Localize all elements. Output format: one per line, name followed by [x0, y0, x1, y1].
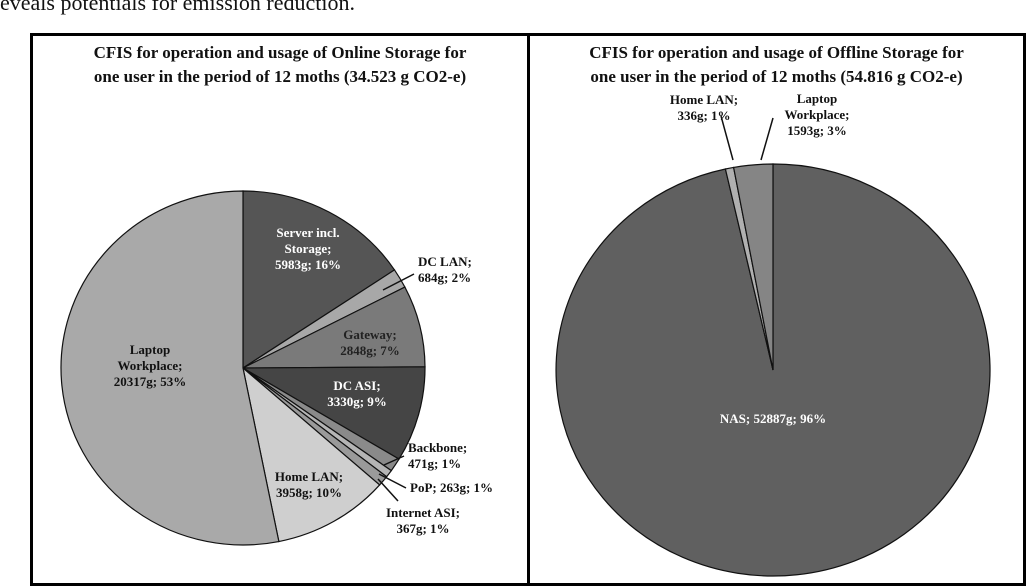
leader-line-home-lan: [720, 115, 734, 161]
leader-line-backbone: [383, 455, 405, 466]
chart-title: CFIS for operation and usage of Offline …: [530, 41, 1023, 89]
chart-title-line1: CFIS for operation and usage of Online S…: [93, 43, 467, 62]
chart-title-line1: CFIS for operation and usage of Offline …: [589, 43, 964, 62]
data-label-dc-asi: DC ASI; 3330g; 9%: [327, 378, 387, 409]
data-label-line: 1593g; 3%: [787, 123, 847, 138]
data-label-line: 684g; 2%: [418, 270, 471, 285]
data-label-laptop-workplace: Laptop Workplace; 20317g; 53%: [114, 342, 187, 389]
data-label-internet-asi: Internet ASI; 367g; 1%: [386, 505, 460, 536]
data-label-line: PoP; 263g; 1%: [410, 480, 493, 495]
data-label-home-lan: Home LAN; 336g; 1%: [670, 92, 738, 123]
leader-line-internet-asi: [377, 478, 399, 502]
data-label-line: Home LAN;: [275, 469, 343, 484]
leader-line-dc-lan: [382, 273, 415, 291]
caption-text: eveals potentials for emission reduction…: [0, 0, 355, 15]
data-label-laptop-workplace: Laptop Workplace; 1593g; 3%: [785, 91, 850, 138]
chart-title-line2: one user in the period of 12 moths (54.8…: [590, 67, 963, 86]
pie-slice-laptop-workplace: [732, 163, 774, 371]
data-label-pop: PoP; 263g; 1%: [410, 480, 493, 495]
data-label-dc-lan: DC LAN; 684g; 2%: [418, 254, 472, 285]
data-label-line: DC LAN;: [418, 254, 472, 269]
data-label-home-lan: Home LAN; 3958g; 10%: [275, 469, 343, 500]
data-label-line: Server incl.: [276, 225, 339, 240]
data-label-line: 3958g; 10%: [276, 485, 342, 500]
data-label-line: 2848g; 7%: [340, 343, 400, 358]
pie-slice-server-incl-storage: [242, 190, 396, 370]
data-label-server-incl-storage: Server incl. Storage; 5983g; 16%: [275, 225, 341, 272]
data-label-line: Laptop: [130, 342, 170, 357]
data-label-line: NAS; 52887g; 96%: [720, 411, 826, 426]
data-label-line: Home LAN;: [670, 92, 738, 107]
data-label-line: Workplace;: [118, 358, 183, 373]
data-label-line: Internet ASI;: [386, 505, 460, 520]
leader-line-pop: [378, 473, 407, 489]
data-label-backbone: Backbone; 471g; 1%: [408, 440, 467, 471]
data-label-line: 471g; 1%: [408, 456, 461, 471]
data-label-nas: NAS; 52887g; 96%: [720, 411, 826, 426]
data-label-line: DC ASI;: [333, 378, 380, 393]
data-label-line: Gateway;: [343, 327, 396, 342]
data-label-line: 367g; 1%: [396, 521, 449, 536]
pie-slice-laptop-workplace: [60, 190, 280, 546]
data-label-line: Workplace;: [785, 107, 850, 122]
pie-slice-home-lan: [242, 366, 381, 543]
data-label-line: Backbone;: [408, 440, 467, 455]
offline-storage-panel: CFIS for operation and usage of Offline …: [527, 33, 1026, 586]
data-label-gateway: Gateway; 2848g; 7%: [340, 327, 400, 358]
chart-title-line2: one user in the period of 12 moths (34.5…: [93, 67, 467, 86]
chart-title: CFIS for operation and usage of Online S…: [33, 41, 527, 89]
data-label-line: 3330g; 9%: [327, 394, 387, 409]
data-label-line: 20317g; 53%: [114, 374, 187, 389]
data-label-line: 336g; 1%: [677, 108, 730, 123]
data-label-line: 5983g; 16%: [275, 257, 341, 272]
data-label-line: Storage;: [285, 241, 332, 256]
data-label-line: Laptop: [797, 91, 837, 106]
leader-line-laptop-workplace: [760, 117, 774, 161]
